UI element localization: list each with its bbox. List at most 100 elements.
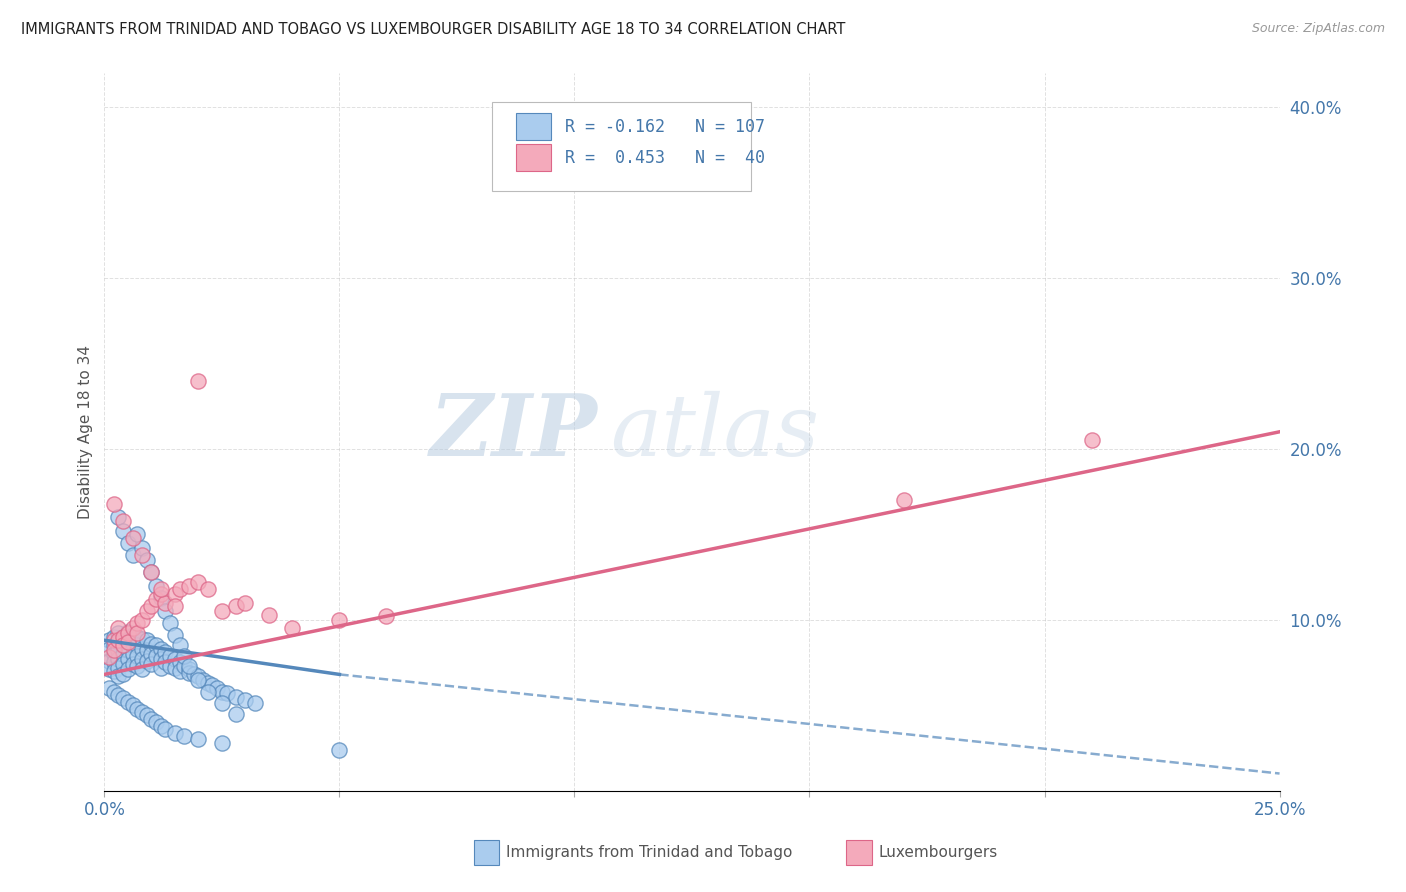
Point <box>235 596 257 610</box>
Point <box>107 652 129 666</box>
Point <box>103 497 125 511</box>
Point <box>163 587 186 601</box>
Point <box>163 660 186 674</box>
Point <box>117 626 139 640</box>
Point <box>127 616 149 631</box>
Point <box>127 701 149 715</box>
Point <box>149 719 172 733</box>
Point <box>215 686 238 700</box>
Text: IMMIGRANTS FROM TRINIDAD AND TOBAGO VS LUXEMBOURGER DISABILITY AGE 18 TO 34 CORR: IMMIGRANTS FROM TRINIDAD AND TOBAGO VS L… <box>21 22 845 37</box>
Point <box>225 706 247 721</box>
Point <box>141 599 163 613</box>
Point <box>98 681 121 695</box>
Point <box>155 596 177 610</box>
Text: Source: ZipAtlas.com: Source: ZipAtlas.com <box>1251 22 1385 36</box>
Point <box>127 639 149 653</box>
Point <box>121 531 143 545</box>
Text: ZIP: ZIP <box>430 390 598 474</box>
Point <box>163 599 186 613</box>
Point <box>183 667 205 681</box>
Point <box>103 647 125 661</box>
Point <box>159 616 181 631</box>
Point <box>163 725 186 739</box>
Point <box>117 662 139 676</box>
Y-axis label: Disability Age 18 to 34: Disability Age 18 to 34 <box>79 345 93 519</box>
Point <box>197 676 219 690</box>
Point <box>225 690 247 704</box>
Point <box>112 647 135 661</box>
Point <box>159 648 181 663</box>
Point <box>141 565 163 579</box>
Point <box>121 637 143 651</box>
Point <box>177 662 200 676</box>
Point <box>149 660 172 674</box>
Point <box>107 660 129 674</box>
FancyBboxPatch shape <box>492 102 751 192</box>
Point <box>131 705 153 719</box>
Point <box>159 658 181 673</box>
Point <box>131 652 153 666</box>
Point <box>112 667 135 681</box>
Point <box>131 548 153 562</box>
Point <box>328 742 350 756</box>
Point <box>893 493 915 508</box>
Point <box>328 613 350 627</box>
Point <box>169 656 191 670</box>
Point <box>127 648 149 663</box>
Point <box>197 582 219 596</box>
Point <box>149 587 172 601</box>
Point <box>141 637 163 651</box>
Point <box>103 684 125 698</box>
Point <box>135 553 157 567</box>
Point <box>107 688 129 702</box>
Point <box>211 684 233 698</box>
Point <box>187 575 209 590</box>
Point <box>103 656 125 670</box>
Point <box>211 736 233 750</box>
Point <box>107 510 129 524</box>
Point <box>145 578 167 592</box>
Point <box>107 633 129 648</box>
Point <box>117 536 139 550</box>
Point <box>135 604 157 618</box>
Point <box>211 697 233 711</box>
Point <box>173 658 195 673</box>
Point <box>112 639 135 653</box>
Point <box>98 633 121 648</box>
Point <box>117 624 139 639</box>
Point <box>121 628 143 642</box>
Point <box>169 664 191 678</box>
Point <box>117 695 139 709</box>
Point <box>145 639 167 653</box>
Text: R =  0.453   N =  40: R = 0.453 N = 40 <box>565 149 765 167</box>
Point <box>98 650 121 665</box>
Point <box>112 657 135 672</box>
Point <box>127 626 149 640</box>
Text: R = -0.162   N = 107: R = -0.162 N = 107 <box>565 118 765 136</box>
Point <box>225 599 247 613</box>
Point <box>131 641 153 656</box>
Point <box>112 514 135 528</box>
Point <box>257 607 280 622</box>
Point <box>112 630 135 644</box>
Point <box>187 669 209 683</box>
Point <box>117 635 139 649</box>
Point <box>211 604 233 618</box>
Point <box>135 654 157 668</box>
Point <box>112 691 135 706</box>
Point <box>131 632 153 646</box>
Point <box>121 548 143 562</box>
Point <box>103 664 125 678</box>
Point <box>112 639 135 653</box>
Point <box>197 684 219 698</box>
Point <box>98 662 121 676</box>
Point <box>135 633 157 648</box>
Point <box>155 645 177 659</box>
Point <box>173 729 195 743</box>
Point <box>107 669 129 683</box>
Point <box>163 628 186 642</box>
Point <box>103 633 125 648</box>
Point <box>145 715 167 730</box>
Point <box>375 609 398 624</box>
Point <box>135 708 157 723</box>
